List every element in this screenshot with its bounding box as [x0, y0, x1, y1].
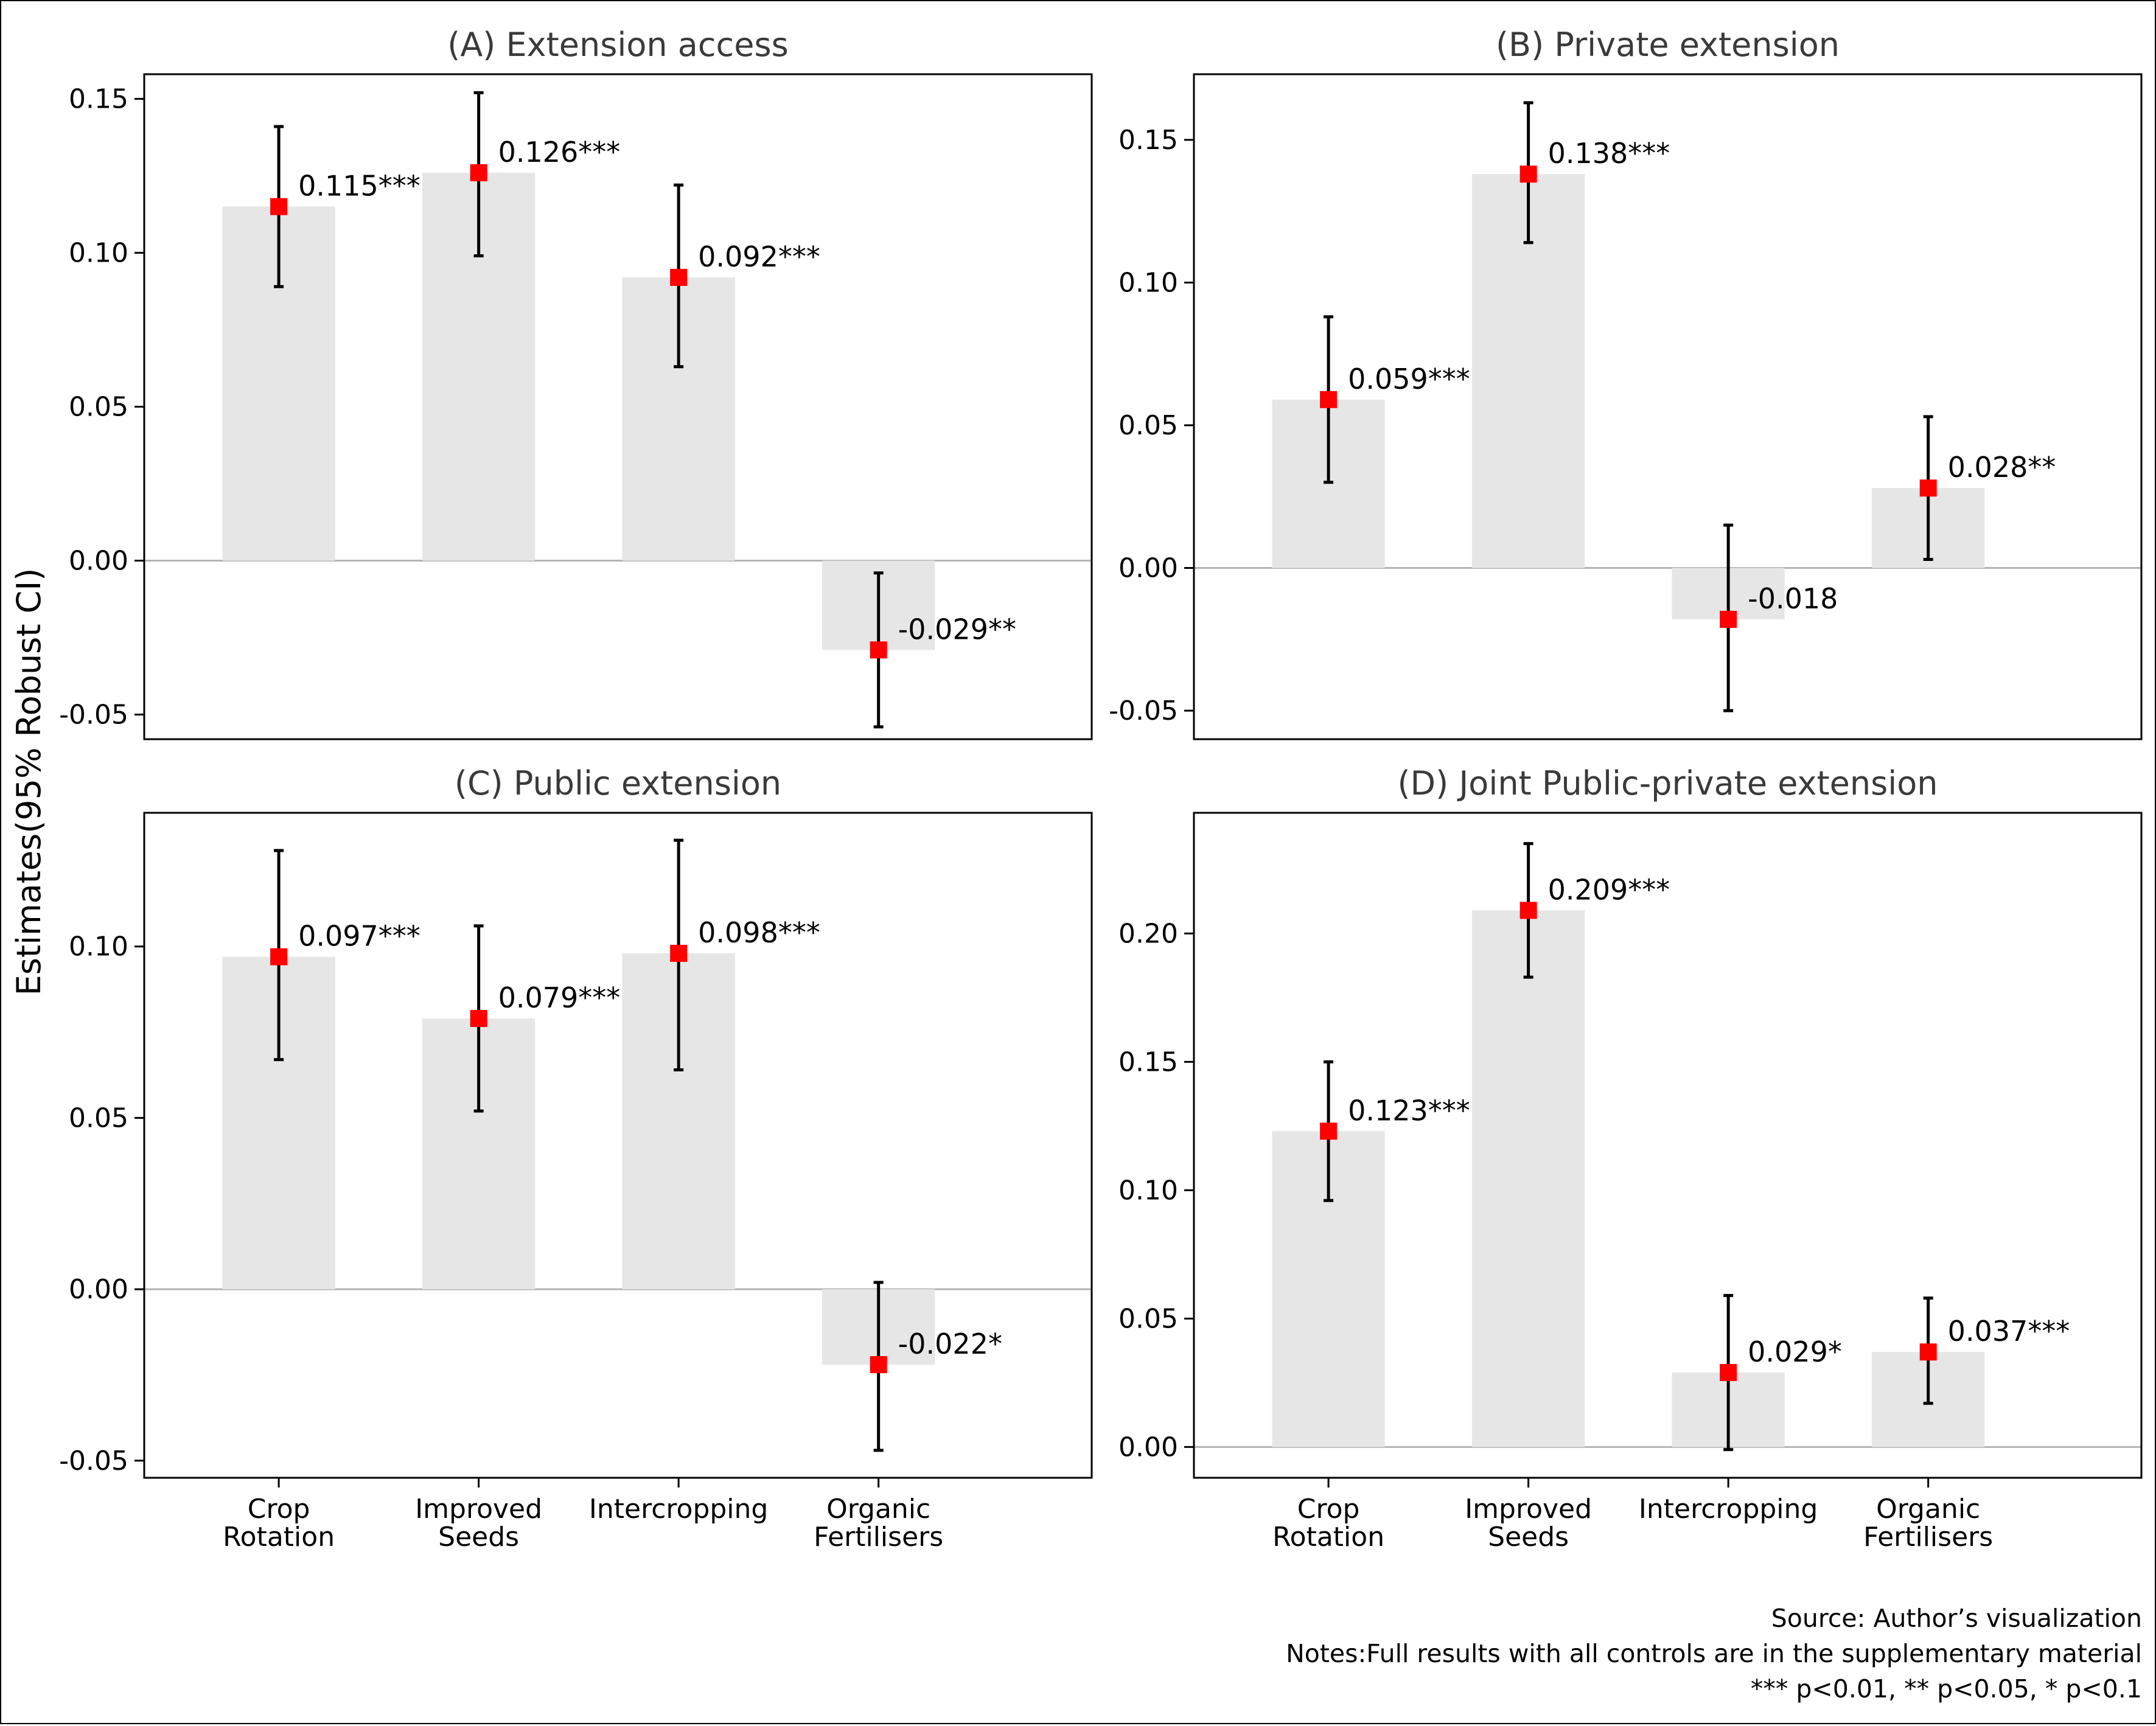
panel-title: (B) Private extension [1496, 26, 1840, 64]
point-estimate [1519, 165, 1537, 183]
panel-c: (C) Public extension 0.097*** 0.079*** 0.09… [59, 764, 1093, 1553]
data-label: 0.037*** [1948, 1315, 2070, 1348]
x-category-label: Organic Fertilisers [1863, 1494, 1993, 1553]
panel-title: (C) Public extension [455, 764, 781, 802]
data-label: 0.126*** [498, 136, 621, 169]
panel-b: (B) Private extension 0.059*** 0.138*** -0.… [1109, 26, 2143, 740]
point-estimate [470, 164, 487, 181]
data-label: -0.022* [898, 1328, 1002, 1360]
point-estimate [1919, 1343, 1937, 1361]
y-tick-label: 0.15 [69, 83, 128, 114]
x-category-label: Improved Seeds [1465, 1494, 1592, 1553]
point-estimate [270, 198, 288, 215]
panel-title: (A) Extension access [447, 26, 788, 64]
panel-d: (D) Joint Public-private extension 0.123*… [1118, 764, 2143, 1553]
y-tick-label: 0.05 [1118, 1303, 1178, 1334]
x-category-label: Crop Rotation [223, 1494, 335, 1553]
point-estimate [1320, 1122, 1338, 1140]
x-category-label: Intercropping [1639, 1494, 1818, 1525]
y-tick-label: 0.05 [1118, 410, 1178, 441]
y-tick-label: 0.10 [1118, 267, 1178, 298]
figure-note: *** p<0.01, ** p<0.05, * p<0.1 [1751, 1674, 2142, 1703]
panel-box [1193, 73, 2143, 740]
data-label: 0.079*** [498, 981, 621, 1014]
x-category-line: Rotation [223, 1522, 335, 1553]
x-category-line: Crop [248, 1494, 310, 1525]
y-axis-label: Estimates(95% Robust CI) [10, 568, 48, 996]
data-label: 0.092*** [698, 240, 820, 273]
x-category-line: Intercropping [589, 1494, 768, 1525]
y-tick-label: 0.05 [69, 392, 128, 423]
y-tick-label: 0.00 [69, 1274, 128, 1305]
y-tick-label: 0.10 [69, 931, 128, 962]
x-category-line: Crop [1297, 1494, 1360, 1525]
point-estimate [1519, 902, 1537, 919]
y-tick-label: 0.10 [1118, 1175, 1178, 1206]
x-category-line: Improved [1465, 1494, 1592, 1525]
data-label: 0.028** [1948, 451, 2056, 484]
figure-note: Source: Author’s visualization [1771, 1604, 2142, 1633]
estimate-bar [1471, 910, 1585, 1447]
data-label: 0.123*** [1348, 1094, 1470, 1127]
figure-note: Notes:Full results with all controls are… [1286, 1639, 2142, 1668]
data-label: -0.018 [1748, 582, 1838, 615]
x-category-label: Intercropping [589, 1494, 768, 1525]
data-label: -0.029** [898, 613, 1016, 646]
y-tick-label: 0.00 [1118, 1432, 1178, 1463]
y-tick-label: 0.15 [1118, 125, 1178, 156]
y-tick-label: 0.10 [69, 237, 128, 268]
data-label: 0.115*** [298, 170, 420, 203]
x-category-line: Organic [826, 1494, 930, 1525]
panel-box [143, 812, 1093, 1479]
data-label: 0.059*** [1348, 363, 1470, 395]
point-estimate [470, 1010, 487, 1028]
panel-a: (A) Extension access 0.115*** 0.126*** 0.09… [59, 26, 1093, 740]
point-estimate [670, 268, 688, 286]
y-tick-label: 0.15 [1118, 1046, 1178, 1077]
y-tick-label: 0.00 [69, 546, 128, 577]
panel-box [1193, 812, 2143, 1479]
y-tick-label: 0.20 [1118, 918, 1178, 949]
x-category-line: Fertilisers [814, 1522, 943, 1553]
x-category-label: Improved Seeds [415, 1494, 542, 1553]
panel-title: (D) Joint Public-private extension [1397, 764, 1938, 802]
data-label: 0.029* [1748, 1335, 1842, 1368]
point-estimate [1720, 610, 1737, 628]
x-category-line: Improved [415, 1494, 542, 1525]
x-category-line: Rotation [1272, 1522, 1384, 1553]
x-category-line: Seeds [438, 1522, 519, 1553]
data-label: 0.138*** [1548, 137, 1670, 170]
x-category-label: Crop Rotation [1272, 1494, 1384, 1553]
point-estimate [1919, 479, 1937, 497]
y-tick-label: -0.05 [59, 700, 128, 731]
point-estimate [870, 1356, 887, 1374]
y-tick-label: -0.05 [1109, 695, 1178, 726]
data-label: 0.209*** [1548, 873, 1670, 906]
point-estimate [270, 948, 288, 966]
y-tick-label: -0.05 [59, 1446, 128, 1477]
x-category-line: Organic [1876, 1494, 1980, 1525]
data-label: 0.098*** [698, 916, 820, 949]
x-category-line: Seeds [1488, 1522, 1569, 1553]
point-estimate [870, 641, 887, 659]
x-category-line: Fertilisers [1863, 1522, 1993, 1553]
point-estimate [1320, 391, 1338, 408]
x-category-label: Organic Fertilisers [814, 1494, 943, 1553]
x-category-line: Intercropping [1639, 1494, 1818, 1525]
point-estimate [670, 944, 688, 962]
data-label: 0.097*** [298, 920, 420, 953]
y-tick-label: 0.05 [69, 1102, 128, 1133]
point-estimate [1720, 1363, 1737, 1381]
y-tick-label: 0.00 [1118, 553, 1178, 584]
